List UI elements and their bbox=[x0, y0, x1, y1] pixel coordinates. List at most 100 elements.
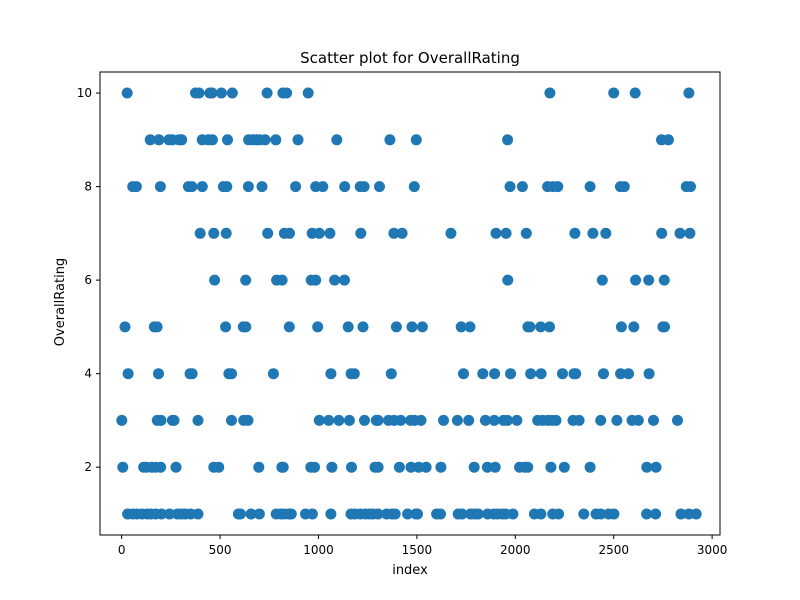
data-point bbox=[683, 87, 695, 99]
data-point bbox=[119, 321, 131, 333]
data-point bbox=[221, 181, 233, 193]
data-point bbox=[445, 227, 457, 239]
data-point bbox=[359, 414, 370, 426]
data-point bbox=[525, 368, 537, 380]
data-point bbox=[489, 368, 501, 380]
data-point bbox=[550, 414, 562, 426]
data-point bbox=[584, 181, 596, 193]
data-point bbox=[558, 461, 570, 473]
data-point bbox=[323, 414, 335, 426]
data-point bbox=[502, 414, 514, 426]
data-point bbox=[396, 227, 408, 239]
data-point bbox=[643, 274, 655, 286]
data-point bbox=[226, 368, 237, 380]
data-point bbox=[326, 461, 338, 473]
data-point bbox=[618, 181, 630, 193]
data-point bbox=[435, 508, 446, 520]
data-point bbox=[284, 227, 295, 239]
data-point bbox=[600, 227, 612, 239]
data-point bbox=[213, 461, 225, 473]
data-point bbox=[502, 274, 514, 286]
data-point bbox=[333, 414, 345, 426]
data-point bbox=[226, 87, 238, 99]
data-point bbox=[309, 461, 320, 473]
data-point bbox=[339, 274, 350, 286]
data-point bbox=[324, 227, 336, 239]
data-points bbox=[116, 87, 702, 520]
data-point bbox=[522, 461, 534, 473]
data-point bbox=[685, 181, 696, 193]
data-point bbox=[578, 508, 590, 520]
data-point bbox=[648, 414, 659, 426]
data-point bbox=[595, 508, 607, 520]
data-point bbox=[176, 134, 188, 146]
data-point bbox=[325, 508, 337, 520]
data-point bbox=[553, 508, 565, 520]
data-point bbox=[384, 134, 396, 146]
data-point bbox=[584, 461, 596, 473]
data-point bbox=[153, 368, 164, 380]
data-point bbox=[153, 134, 165, 146]
data-point bbox=[650, 461, 662, 473]
data-point bbox=[455, 321, 467, 333]
data-point bbox=[535, 508, 547, 520]
data-point bbox=[623, 368, 634, 380]
data-point bbox=[641, 508, 653, 520]
data-point bbox=[479, 414, 491, 426]
data-point bbox=[535, 321, 547, 333]
data-point bbox=[420, 461, 432, 473]
data-point bbox=[477, 368, 489, 380]
data-point bbox=[372, 461, 384, 473]
y-tick-label: 6 bbox=[84, 273, 92, 287]
data-point bbox=[587, 227, 599, 239]
data-point bbox=[650, 508, 662, 520]
data-point bbox=[569, 227, 581, 239]
data-point bbox=[209, 274, 221, 286]
data-point bbox=[628, 321, 640, 333]
data-point bbox=[615, 368, 627, 380]
data-point bbox=[658, 274, 670, 286]
data-point bbox=[117, 461, 129, 473]
data-point bbox=[570, 368, 582, 380]
axes: 0 500 1000 1500 2000 2500 3000 2 4 6 8 10 bbox=[77, 71, 727, 557]
data-point bbox=[502, 134, 514, 146]
data-point bbox=[277, 461, 289, 473]
data-point bbox=[552, 181, 564, 193]
data-point bbox=[186, 181, 198, 193]
data-point bbox=[240, 321, 252, 333]
data-point bbox=[615, 321, 627, 333]
data-point bbox=[481, 461, 493, 473]
data-point bbox=[464, 321, 476, 333]
data-point bbox=[388, 227, 400, 239]
data-point bbox=[393, 461, 405, 473]
data-point bbox=[374, 181, 385, 193]
data-point bbox=[630, 274, 642, 286]
data-point bbox=[348, 368, 360, 380]
data-point bbox=[155, 508, 167, 520]
data-point bbox=[122, 368, 134, 380]
data-point bbox=[262, 227, 274, 239]
data-point bbox=[674, 227, 686, 239]
data-point bbox=[544, 321, 555, 333]
x-tick-label: 500 bbox=[209, 543, 232, 557]
data-point bbox=[632, 414, 644, 426]
data-point bbox=[155, 414, 167, 426]
data-point bbox=[405, 461, 417, 473]
data-point bbox=[415, 414, 427, 426]
data-point bbox=[192, 508, 204, 520]
data-point bbox=[261, 87, 273, 99]
data-point bbox=[310, 274, 322, 286]
data-point bbox=[285, 508, 297, 520]
data-point bbox=[535, 368, 547, 380]
data-point bbox=[192, 414, 204, 426]
data-point bbox=[408, 181, 420, 193]
data-point bbox=[385, 368, 397, 380]
data-point bbox=[168, 414, 180, 426]
data-point bbox=[358, 181, 370, 193]
data-point bbox=[684, 227, 696, 239]
data-point bbox=[121, 87, 133, 99]
data-point bbox=[490, 227, 502, 239]
data-point bbox=[329, 274, 341, 286]
data-point bbox=[357, 321, 369, 333]
